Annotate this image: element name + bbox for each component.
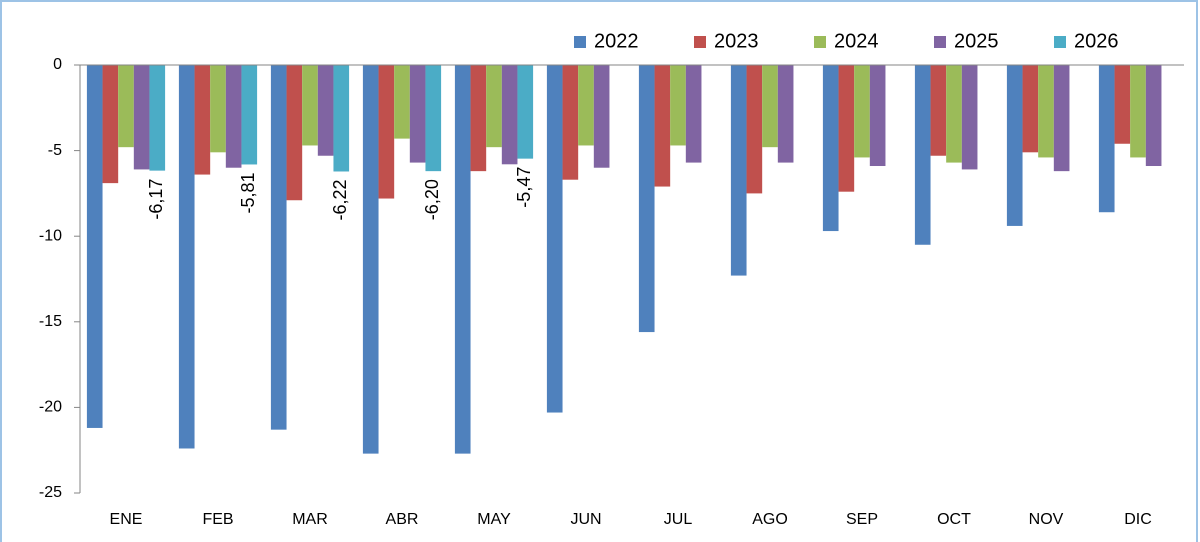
value-label: -5,81 xyxy=(238,172,258,213)
legend-swatch xyxy=(694,36,706,48)
bar xyxy=(1114,65,1131,144)
bar xyxy=(1145,65,1162,167)
bar xyxy=(409,65,426,163)
x-tick-label: ENE xyxy=(110,511,143,528)
x-tick-label: SEP xyxy=(846,511,878,528)
bar xyxy=(194,65,211,175)
bar xyxy=(822,65,839,232)
bar xyxy=(1053,65,1070,172)
bar xyxy=(470,65,487,172)
legend-label: 2024 xyxy=(834,30,879,52)
bar xyxy=(654,65,671,187)
y-tick-label: -15 xyxy=(39,313,62,330)
x-tick-label: OCT xyxy=(937,511,971,528)
bar xyxy=(593,65,610,168)
x-tick-label: DIC xyxy=(1124,511,1152,528)
bar xyxy=(946,65,962,163)
x-tick-label: NOV xyxy=(1029,511,1064,528)
bar xyxy=(102,65,119,184)
bar xyxy=(333,65,350,172)
bar xyxy=(638,65,655,333)
legend-label: 2023 xyxy=(714,30,759,52)
bar xyxy=(869,65,886,167)
bar xyxy=(1006,65,1023,226)
bar xyxy=(317,65,334,156)
bar xyxy=(394,65,410,139)
bar xyxy=(378,65,395,199)
bar xyxy=(746,65,763,194)
legend-label: 2022 xyxy=(594,30,639,52)
bar xyxy=(838,65,855,192)
bar xyxy=(546,65,563,413)
bar xyxy=(562,65,579,180)
bar xyxy=(1130,65,1146,158)
value-label: -6,22 xyxy=(330,179,350,220)
x-tick-label: AGO xyxy=(752,511,788,528)
bar xyxy=(486,65,502,148)
y-tick-label: 0 xyxy=(53,56,62,73)
bar xyxy=(241,65,258,165)
bar xyxy=(685,65,702,163)
bar xyxy=(210,65,226,153)
bar xyxy=(178,65,195,449)
y-tick-label: -20 xyxy=(39,399,62,416)
bar xyxy=(777,65,794,163)
legend-swatch xyxy=(814,36,826,48)
bar xyxy=(454,65,471,454)
x-tick-label: FEB xyxy=(202,511,233,528)
bar xyxy=(961,65,978,170)
y-tick-label: -5 xyxy=(48,142,62,159)
legend-swatch xyxy=(934,36,946,48)
bar xyxy=(1022,65,1039,153)
value-label: -6,20 xyxy=(422,179,442,220)
bar xyxy=(302,65,318,146)
x-tick-label: JUN xyxy=(570,511,601,528)
legend-label: 2026 xyxy=(1074,30,1119,52)
bar xyxy=(270,65,287,430)
bar xyxy=(517,65,534,159)
legend-swatch xyxy=(574,36,586,48)
bar xyxy=(425,65,442,172)
legend-swatch xyxy=(1054,36,1066,48)
x-tick-label: ABR xyxy=(386,511,419,528)
bar xyxy=(118,65,134,148)
bar xyxy=(670,65,686,146)
x-tick-label: JUL xyxy=(664,511,693,528)
x-tick-label: MAY xyxy=(477,511,511,528)
bar xyxy=(133,65,150,170)
bar xyxy=(914,65,931,245)
legend-label: 2025 xyxy=(954,30,999,52)
bar xyxy=(1038,65,1054,158)
x-tick-label: MAR xyxy=(292,511,328,528)
bar xyxy=(1098,65,1115,213)
bar xyxy=(286,65,303,201)
bar xyxy=(225,65,242,168)
bar xyxy=(86,65,103,428)
bar xyxy=(362,65,379,454)
bar xyxy=(501,65,518,165)
bar xyxy=(930,65,947,156)
bar xyxy=(730,65,747,276)
bar xyxy=(762,65,778,148)
bar xyxy=(854,65,870,158)
y-tick-label: -10 xyxy=(39,227,62,244)
bar xyxy=(578,65,594,146)
value-label: -6,17 xyxy=(146,179,166,220)
value-label: -5,47 xyxy=(514,167,534,208)
y-tick-label: -25 xyxy=(39,484,62,501)
bar xyxy=(149,65,166,171)
